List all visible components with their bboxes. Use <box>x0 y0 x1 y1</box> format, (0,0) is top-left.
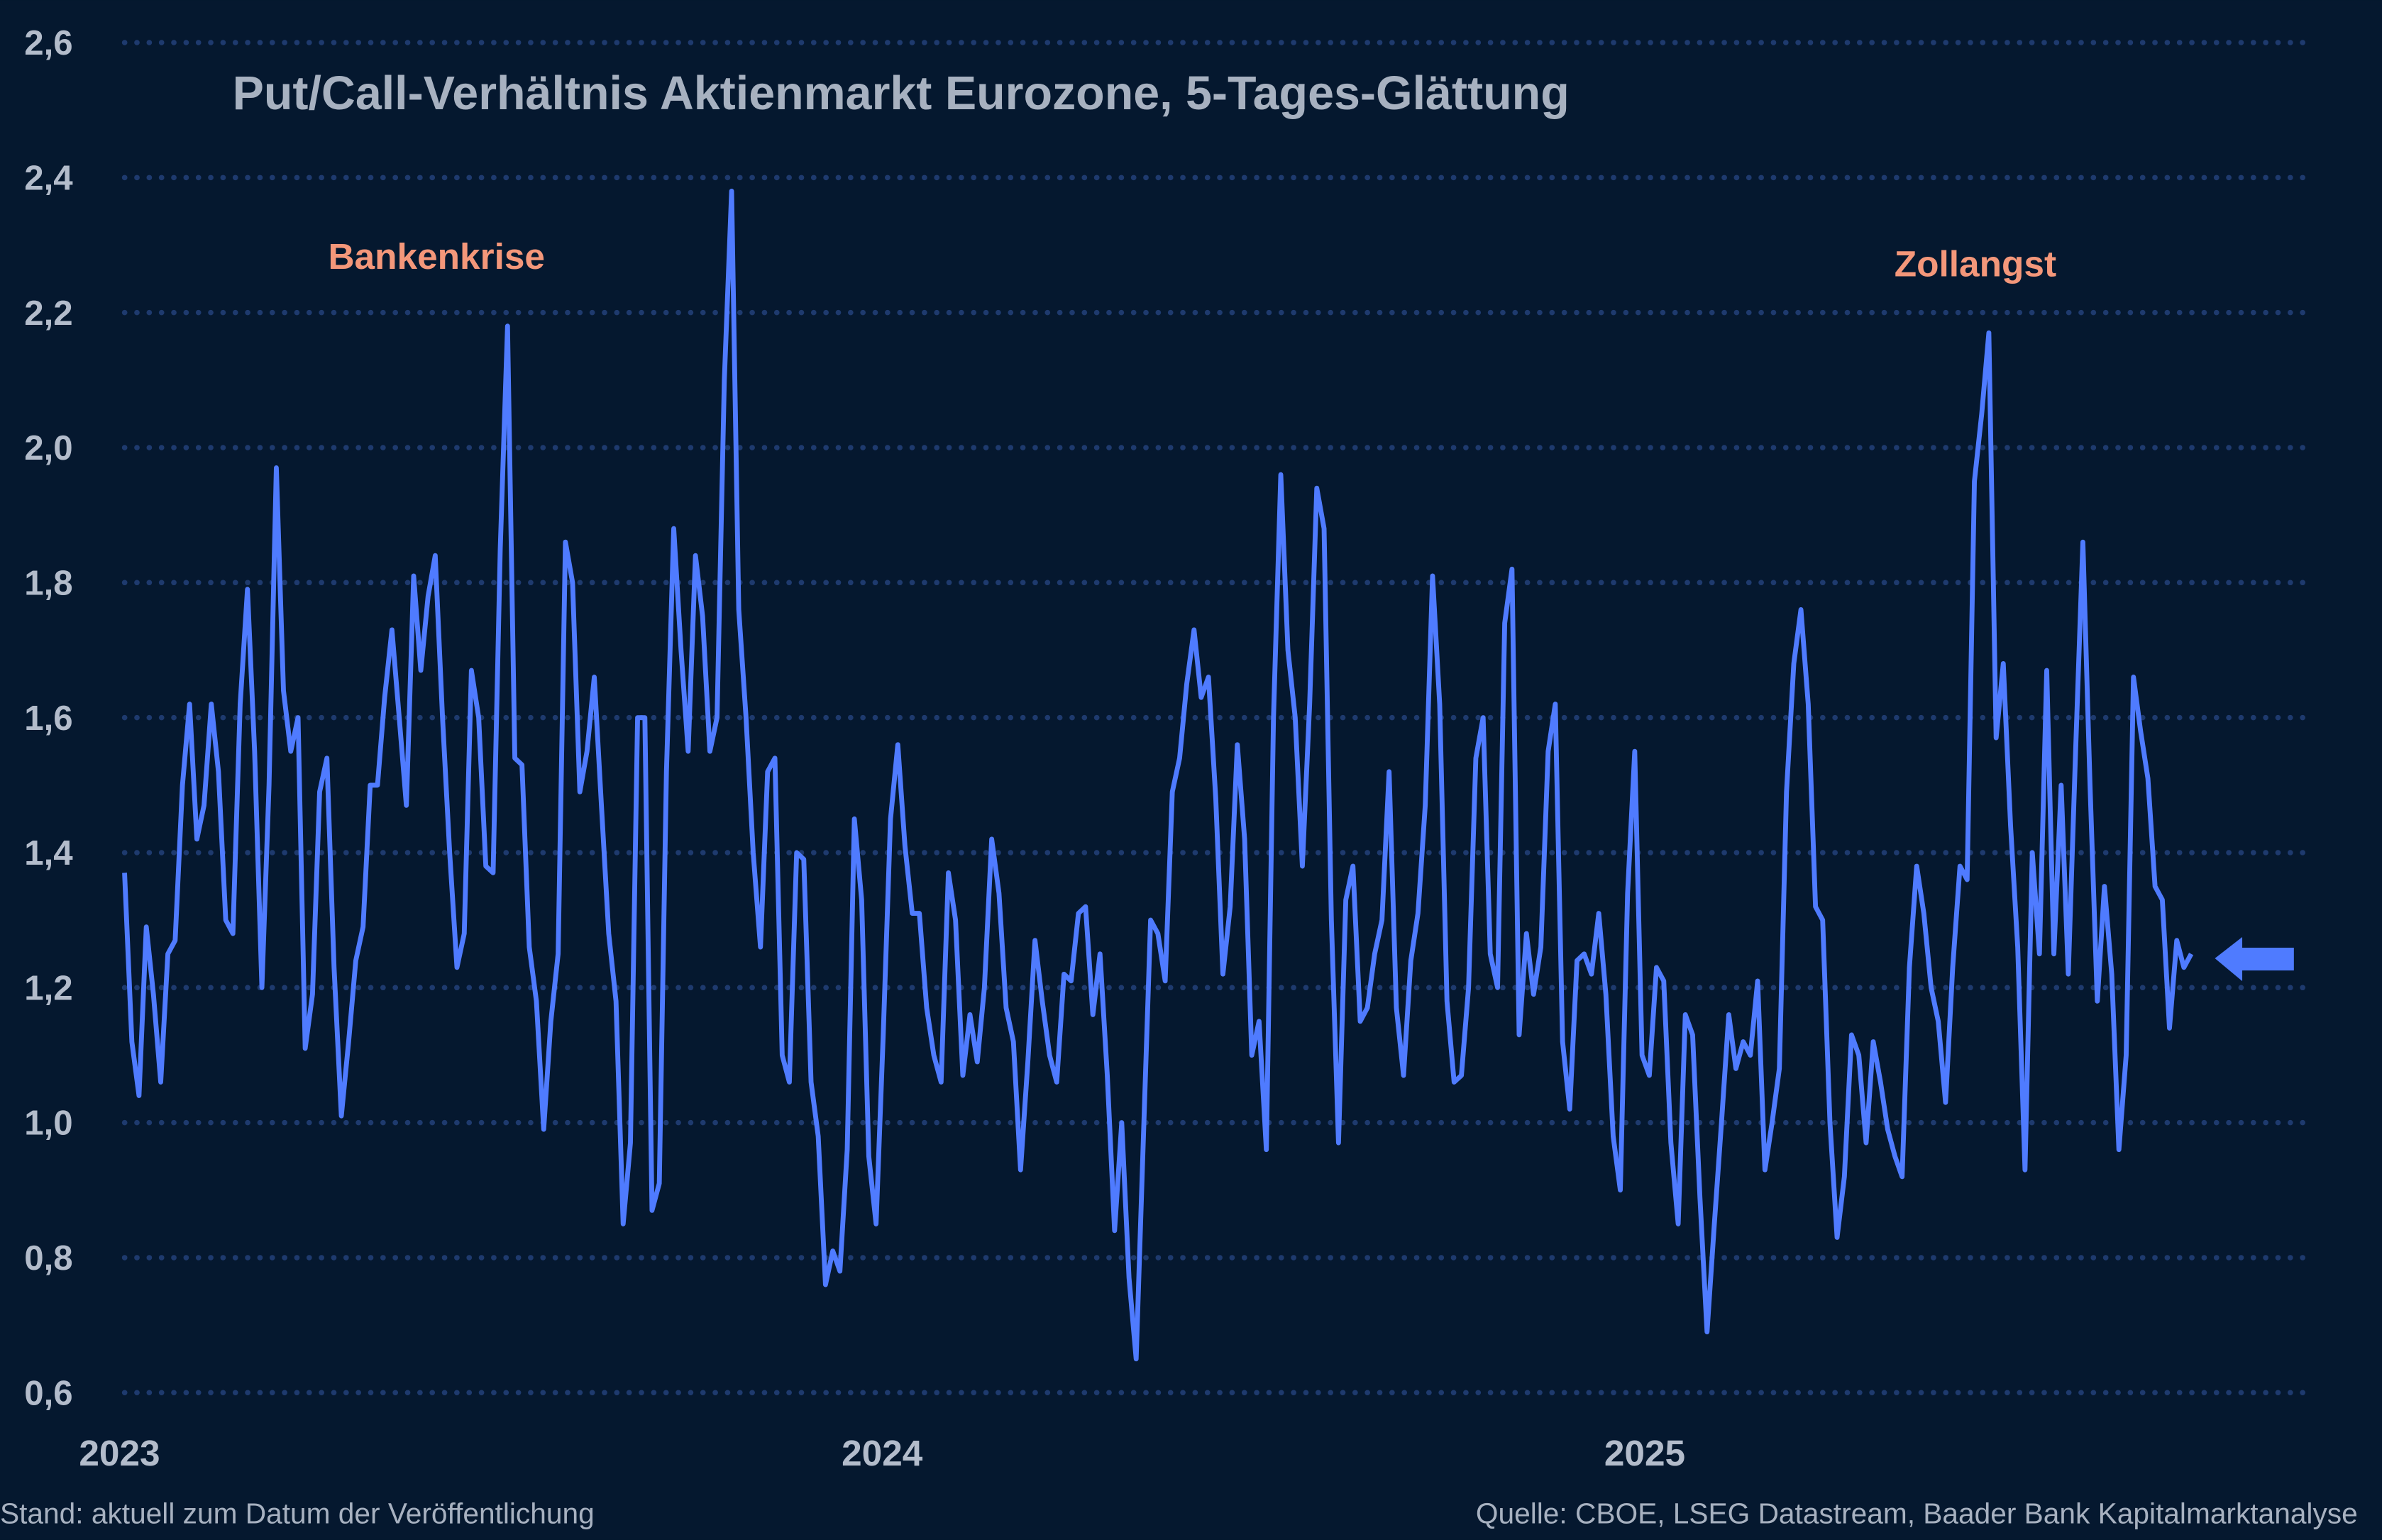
y-tick-labels: 0,6 0,8 1,0 1,2 1,4 1,6 1,8 2,0 2,2 2,4 2,6 <box>24 23 73 1412</box>
y-tick-label: 0,6 <box>24 1373 72 1412</box>
chart-title: Put/Call-Verhältnis Aktienmarkt Eurozone… <box>233 67 1570 120</box>
annotation-bankenkrise: Bankenkrise <box>328 236 545 277</box>
y-tick-label: 1,2 <box>24 968 72 1007</box>
y-tick-label: 1,4 <box>24 833 73 873</box>
annotation-zollangst: Zollangst <box>1895 243 2056 284</box>
y-tick-label: 2,4 <box>24 158 73 197</box>
y-tick-label: 2,6 <box>24 23 72 62</box>
x-tick-label: 2023 <box>79 1432 160 1473</box>
x-tick-label: 2024 <box>842 1432 923 1473</box>
footer-source: Quelle: CBOE, LSEG Datastream, Baader Ba… <box>1476 1497 2358 1529</box>
arrow-left-icon <box>2215 937 2294 982</box>
y-tick-label: 0,8 <box>24 1239 72 1278</box>
y-tick-label: 1,0 <box>24 1104 72 1143</box>
y-tick-label: 2,2 <box>24 294 72 333</box>
x-tick-labels: 2023 2024 2025 <box>79 1432 1685 1473</box>
footer-status: Stand: aktuell zum Datum der Veröffentli… <box>0 1497 595 1529</box>
x-tick-label: 2025 <box>1604 1432 1685 1473</box>
y-tick-label: 1,8 <box>24 563 72 602</box>
y-tick-label: 1,6 <box>24 699 72 738</box>
series-line <box>122 188 2194 1362</box>
y-tick-label: 2,0 <box>24 428 72 467</box>
